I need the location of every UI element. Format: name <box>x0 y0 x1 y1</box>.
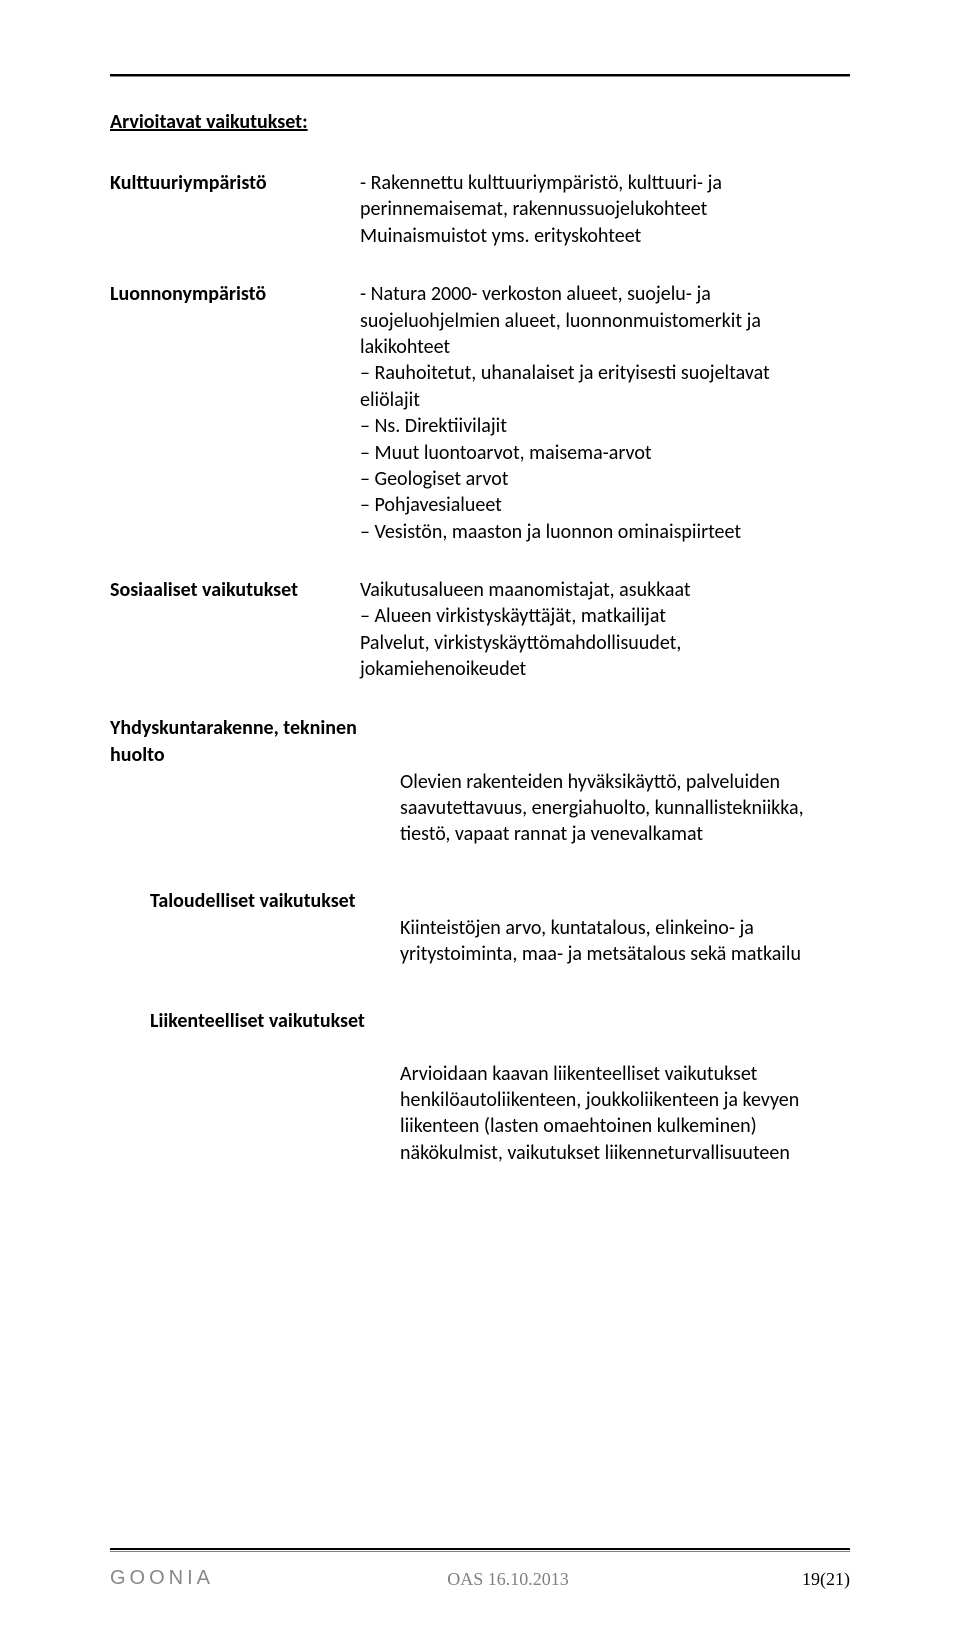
label-sosiaaliset: Sosiaaliset vaikutukset <box>110 577 360 683</box>
section-heading: Arvioitavat vaikutukset: <box>110 110 850 134</box>
row-luonnonymparisto: Luonnonympäristö - Natura 2000- verkosto… <box>110 281 850 545</box>
value-sosiaaliset: Vaikutusalueen maanomistajat, asukkaat –… <box>360 577 850 683</box>
footer-center-text: OAS 16.10.2013 <box>447 1569 569 1590</box>
page-content: Arvioitavat vaikutukset: Kulttuuriympäri… <box>110 110 850 1206</box>
header-rule <box>110 74 850 77</box>
footer-page-number: 19(21) <box>802 1569 850 1590</box>
value-liikenteelliset: Arvioidaan kaavan liikenteelliset vaikut… <box>400 1061 850 1167</box>
label-kulttuuriymparisto: Kulttuuriympäristö <box>110 170 360 249</box>
row-sosiaaliset: Sosiaaliset vaikutukset Vaikutusalueen m… <box>110 577 850 683</box>
label-luonnonymparisto: Luonnonympäristö <box>110 281 360 545</box>
value-luonnonymparisto: - Natura 2000- verkoston alueet, suojelu… <box>360 281 850 545</box>
label-yhdyskuntarakenne-line1: Yhdyskuntarakenne, tekninen <box>110 715 850 742</box>
footer-rule <box>110 1548 850 1550</box>
label-taloudelliset: Taloudelliset vaikutukset <box>150 888 850 915</box>
value-taloudelliset: Kiinteistöjen arvo, kuntatalous, elinkei… <box>400 915 850 968</box>
label-liikenteelliset: Liikenteelliset vaikutukset <box>150 1008 850 1035</box>
value-yhdyskuntarakenne: Olevien rakenteiden hyväksikäyttö, palve… <box>400 769 850 848</box>
page-footer: GOONIA OAS 16.10.2013 19(21) <box>110 1567 850 1590</box>
row-kulttuuriymparisto: Kulttuuriympäristö - Rakennettu kulttuur… <box>110 170 850 249</box>
value-kulttuuriymparisto: - Rakennettu kulttuuriympäristö, kulttuu… <box>360 170 850 249</box>
footer-logo: GOONIA <box>110 1567 214 1590</box>
label-yhdyskuntarakenne-line2: huolto <box>110 742 850 769</box>
